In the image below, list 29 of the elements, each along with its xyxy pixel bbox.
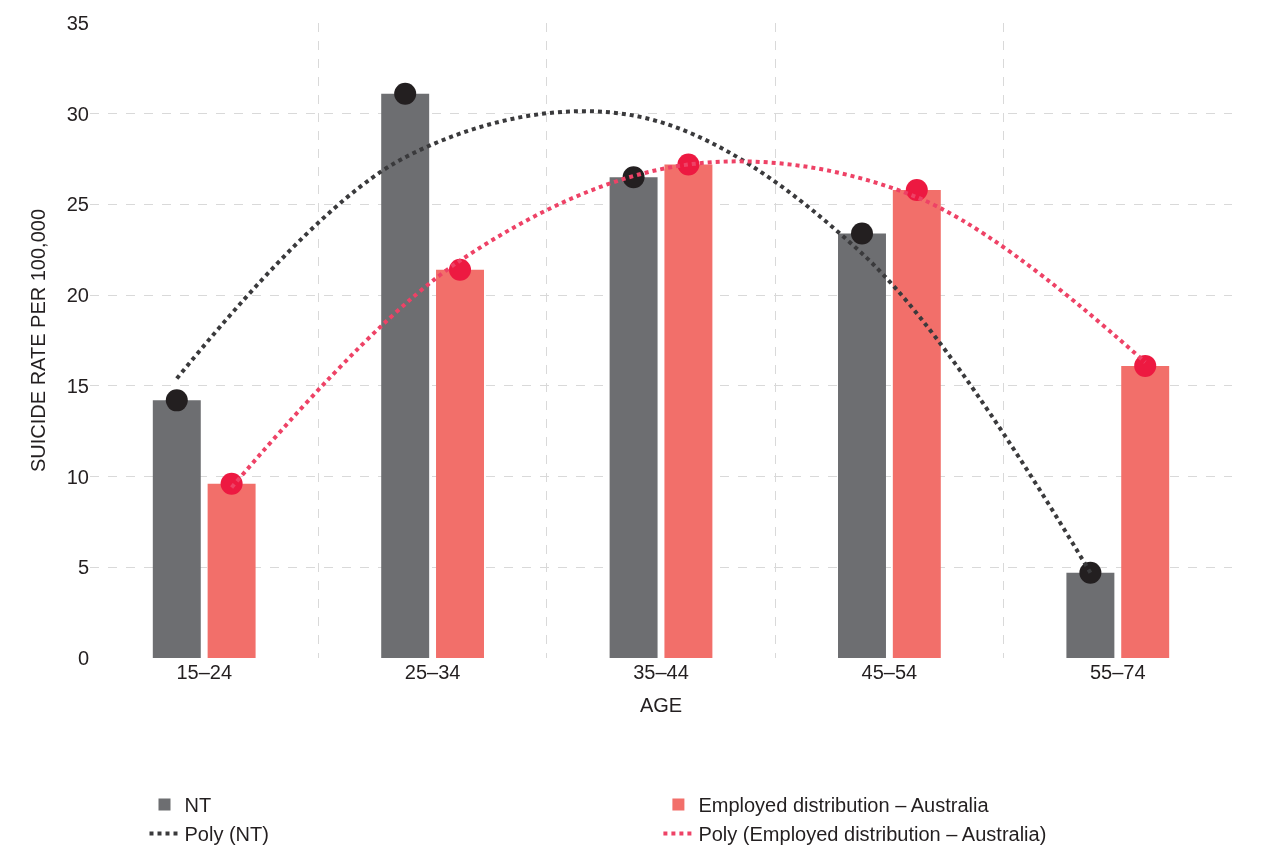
bar [892, 189, 941, 658]
bar [838, 233, 886, 658]
bar [1121, 365, 1170, 658]
legend-label: Employed distribution – Australia [698, 794, 990, 817]
y-tick-label: 10 [66, 465, 89, 488]
bar [436, 269, 484, 658]
y-tick-label: 30 [66, 102, 89, 125]
y-tick-label: 15 [66, 374, 89, 397]
bar [1066, 572, 1115, 658]
x-tick-label: 15–24 [176, 661, 233, 683]
bar [609, 177, 658, 658]
y-tick-label: 20 [66, 284, 89, 307]
y-tick-label: 35 [66, 12, 89, 34]
x-axis-title: AGE [639, 693, 683, 716]
bar [152, 400, 201, 658]
y-tick-label: 0 [77, 647, 89, 669]
bar [207, 483, 256, 658]
x-tick-label: 35–44 [633, 661, 689, 683]
x-tick-label: 25–34 [404, 661, 461, 683]
legend-label: Poly (NT) [184, 823, 269, 846]
y-tick-label: 5 [77, 556, 89, 579]
y-axis-title: SUICIDE RATE PER 100,000 [27, 208, 50, 473]
y-tick-label: 25 [66, 193, 89, 216]
bar [381, 93, 430, 658]
legend-label: NT [184, 794, 212, 817]
x-tick-label: 45–54 [861, 661, 918, 683]
x-tick-label: 55–74 [1089, 661, 1146, 683]
legend-label: Poly (Employed distribution – Australia) [698, 823, 1047, 846]
bar [664, 164, 713, 658]
